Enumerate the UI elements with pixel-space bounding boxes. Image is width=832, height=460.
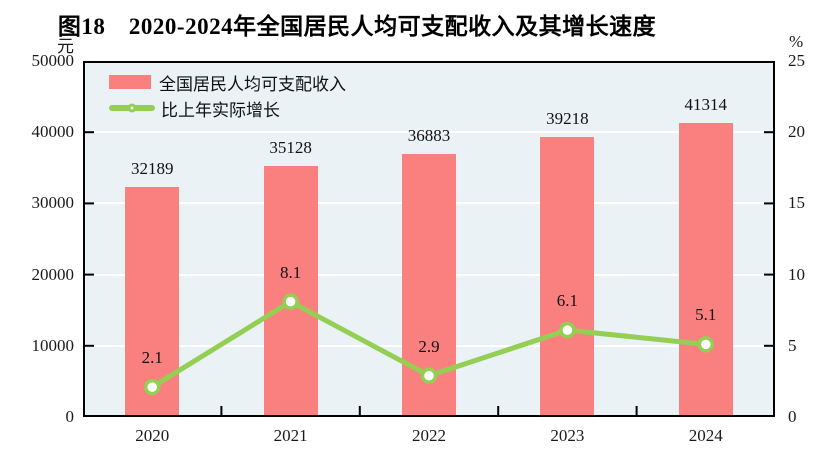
growth-marker-2020 (143, 378, 161, 396)
growth-value-label: 5.1 (695, 305, 717, 325)
left-axis-tick-label: 50000 (31, 51, 75, 70)
grid-line (85, 131, 773, 134)
legend-label-growth: 比上年实际增长 (161, 100, 280, 120)
growth-value-label: 2.9 (418, 336, 440, 356)
growth-marker-2022 (420, 367, 438, 384)
income-bar-2024 (678, 122, 733, 415)
right-axis-tick-label: 0 (788, 407, 797, 426)
x-axis-tick-label: 2024 (688, 426, 723, 445)
chart-title: 图18 2020-2024年全国居民人均可支配收入及其增长速度 (57, 14, 657, 39)
legend-item-income: 全国居民人均可支配收入 (109, 69, 346, 95)
bar-value-label: 39218 (546, 109, 589, 129)
plot-area: 全国居民人均可支配收入 比上年实际增长 32189 35128 36883 39218… (83, 61, 775, 417)
legend: 全国居民人均可支配收入 比上年实际增长 (109, 69, 346, 121)
right-axis-tick-label: 10 (788, 264, 805, 284)
bar-value-label: 36883 (407, 125, 451, 145)
right-axis-unit-label: % (789, 32, 804, 51)
growth-marker-2024 (697, 336, 715, 353)
right-axis-tick-label: 20 (788, 122, 805, 142)
right-axis-tick-label: 15 (788, 193, 805, 213)
left-axis-tick-label: 40000 (31, 122, 75, 142)
plot-frame-and-growth-line (83, 61, 775, 417)
income-bar-2023 (540, 137, 595, 415)
growth-value-label: 2.1 (141, 348, 163, 368)
left-axis-tick-label: 30000 (31, 193, 75, 213)
plot-border (83, 61, 775, 417)
x-axis-tick-label: 2022 (412, 426, 446, 445)
left-axis-tick-label: 20000 (31, 264, 75, 284)
x-axis-tick-label: 2021 (273, 426, 308, 445)
growth-value-label: 8.1 (279, 262, 302, 282)
bar-value-label: 41314 (684, 94, 728, 114)
bar-value-label: 35128 (269, 138, 312, 158)
right-axis-tick-label: 5 (788, 335, 797, 355)
left-axis-tick-label: 10000 (31, 335, 75, 355)
line-swatch-icon (109, 103, 155, 113)
legend-label-income: 全国居民人均可支配收入 (159, 74, 346, 94)
left-axis-tick-label: 0 (65, 407, 75, 426)
x-axis-tick-label: 2023 (550, 426, 585, 445)
bar-value-label: 32189 (130, 159, 174, 179)
growth-marker-2021 (282, 293, 299, 310)
income-bar-2021 (263, 166, 318, 415)
bar-swatch-icon (109, 75, 151, 89)
legend-item-growth: 比上年实际增长 (109, 95, 346, 121)
growth-value-label: 6.1 (556, 291, 579, 311)
right-axis-tick-label: 25 (788, 51, 805, 70)
left-axis-unit-label: 元 (57, 37, 74, 56)
x-axis-tick-label: 2020 (135, 426, 170, 445)
growth-marker-2023 (559, 321, 576, 339)
